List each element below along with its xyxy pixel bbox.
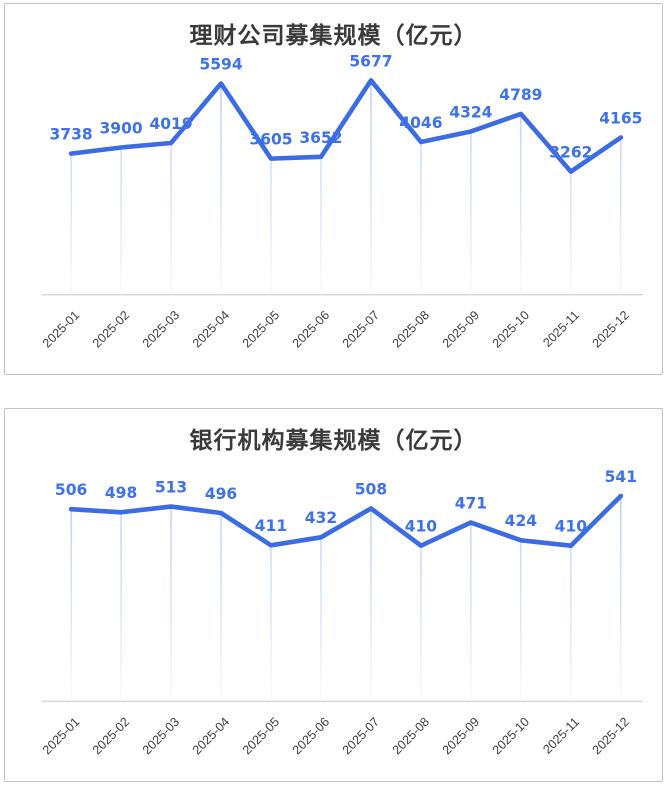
month-label: 2025-06: [290, 308, 332, 350]
month-label: 2025-10: [490, 308, 532, 350]
month-label: 2025-03: [140, 715, 182, 758]
line-chart-wealth-companies: 3738 3900 4019 5594 3605 3652 5677 4046 4324 4789…: [40, 52, 643, 350]
value-label: 410: [405, 518, 438, 536]
month-label: 2025-12: [590, 715, 632, 758]
value-label: 3605: [249, 131, 292, 149]
value-label: 498: [105, 484, 137, 502]
month-label: 2025-07: [340, 715, 382, 758]
value-label: 5677: [349, 52, 392, 70]
value-label: 508: [355, 480, 387, 498]
value-label: 471: [455, 494, 487, 512]
value-label: 432: [305, 509, 337, 527]
month-label: 2025-10: [490, 715, 532, 758]
series-line: [68, 78, 624, 174]
value-label: 5594: [199, 55, 242, 73]
value-label: 4165: [599, 109, 642, 127]
value-label: 3900: [99, 119, 142, 137]
month-label: 2025-11: [540, 308, 582, 350]
month-label: 2025-05: [240, 308, 282, 350]
chart-title-bank-institutions: 银行机构募集规模（亿元）: [189, 427, 478, 454]
month-label: 2025-07: [340, 308, 382, 350]
month-label: 2025-02: [90, 308, 132, 350]
month-label: 2025-05: [240, 715, 282, 758]
value-label: 4789: [499, 86, 542, 104]
month-label: 2025-09: [440, 308, 482, 350]
month-label: 2025-03: [140, 308, 182, 350]
value-label: 4019: [149, 115, 192, 133]
value-label: 541: [605, 468, 637, 486]
value-label: 3262: [549, 144, 592, 162]
value-label: 4324: [449, 103, 492, 121]
month-label: 2025-01: [40, 308, 82, 350]
chart-panel-bank-institutions: 银行机构募集规模（亿元） 506 498 513 496 411 432 508 410 471…: [4, 408, 663, 782]
month-label: 2025-08: [390, 308, 432, 350]
value-label: 513: [155, 478, 187, 496]
month-label: 2025-02: [90, 715, 132, 758]
month-label: 2025-01: [40, 715, 82, 758]
month-label: 2025-12: [590, 308, 632, 350]
month-label: 2025-06: [290, 715, 332, 758]
chart-panel-wealth-companies: 理财公司募集规模（亿元） 3738 3900 4019 5594 3605 3652 567…: [4, 3, 663, 375]
month-label: 2025-11: [540, 715, 582, 757]
series-line: [68, 493, 624, 548]
value-label: 411: [255, 517, 287, 535]
value-label: 424: [505, 512, 538, 530]
month-label: 2025-04: [190, 308, 232, 350]
month-label: 2025-04: [190, 715, 232, 758]
value-label: 410: [555, 518, 588, 536]
line-chart-bank-institutions: 506 498 513 496 411 432 508 410 471 424 410 541 2025…: [40, 468, 643, 758]
value-label: 3738: [50, 126, 93, 144]
chart-title-wealth-companies: 理财公司募集规模（亿元）: [189, 22, 478, 49]
month-label: 2025-09: [440, 715, 482, 758]
value-label: 3652: [299, 129, 342, 147]
month-label: 2025-08: [390, 715, 432, 758]
value-label: 4046: [399, 114, 442, 132]
value-label: 506: [55, 481, 87, 499]
value-label: 496: [205, 485, 237, 503]
